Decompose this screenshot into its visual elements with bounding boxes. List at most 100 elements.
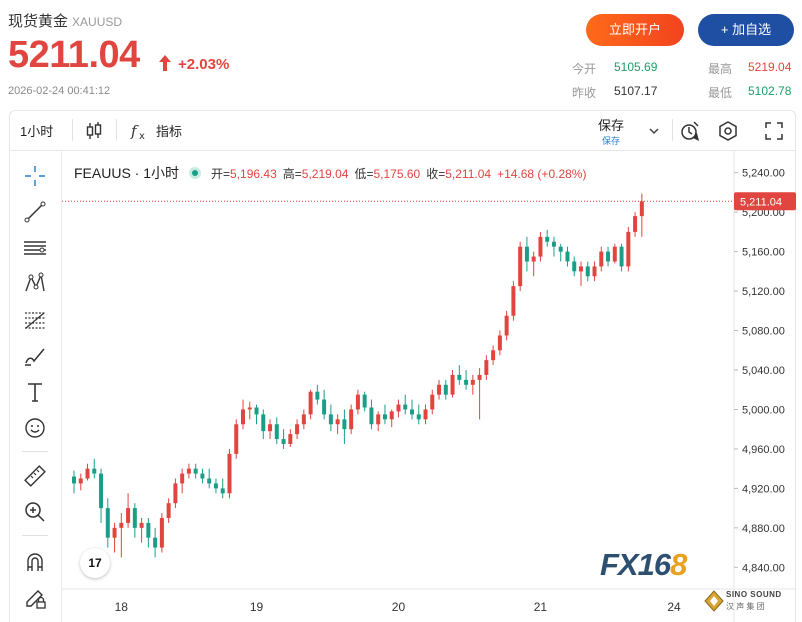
- zoom-in-icon[interactable]: [22, 499, 48, 525]
- fx168-main: FX16: [600, 547, 671, 582]
- candle-body: [268, 424, 273, 432]
- candlestick-icon[interactable]: [82, 119, 106, 143]
- candle-body: [599, 251, 604, 267]
- interval-selector[interactable]: 1小时: [20, 124, 54, 139]
- candle-body: [633, 216, 638, 232]
- candle-body: [261, 414, 266, 432]
- open-label: 今开: [572, 62, 597, 76]
- y-tick-label: 4,880.00: [742, 523, 785, 535]
- candle-body: [213, 483, 218, 489]
- y-tick-label: 5,040.00: [742, 365, 785, 377]
- current-price-label: 5,211.04: [740, 196, 782, 208]
- candle-body: [335, 419, 340, 425]
- candle-body: [626, 231, 631, 267]
- high-value: 5219.04: [748, 60, 792, 74]
- candle-body: [504, 315, 509, 336]
- low-val: 5,175.60: [373, 167, 421, 181]
- y-tick-label: 5,240.00: [742, 168, 785, 180]
- fullscreen-icon[interactable]: [762, 119, 786, 143]
- candle-body: [369, 407, 374, 425]
- ruler-icon[interactable]: [22, 463, 48, 489]
- quote-header: 现货黄金 XAUUSD 5211.04 +2.03% 2026-02-24 00:…: [0, 0, 802, 108]
- candle-body: [173, 483, 178, 504]
- lock-pencil-icon[interactable]: [22, 585, 48, 611]
- pattern-icon[interactable]: [22, 271, 48, 297]
- save-button[interactable]: 保存 保存: [598, 115, 624, 147]
- candle-body: [72, 476, 76, 484]
- candle-body: [497, 335, 502, 351]
- candle-body: [355, 394, 360, 410]
- x-tick-label: 19: [250, 600, 264, 614]
- x-tick-label: 18: [115, 600, 129, 614]
- chevron-down-icon[interactable]: [642, 119, 666, 143]
- instrument-name: 现货黄金: [8, 13, 69, 30]
- candle-body: [227, 453, 232, 494]
- instrument-symbol: XAUUSD: [72, 15, 123, 29]
- price-chart[interactable]: 4,840.00 4,880.00 4,920.00 4,960.00 5,000.00…: [62, 151, 796, 622]
- add-watchlist-button[interactable]: + 加自选: [698, 14, 794, 46]
- candle-body: [551, 241, 556, 247]
- open-key: 开=: [211, 167, 231, 181]
- prev-close-label: 昨收: [572, 86, 597, 100]
- candle-body: [349, 409, 354, 430]
- candle-body: [207, 478, 212, 484]
- candle-body: [301, 414, 306, 425]
- candle-body: [382, 414, 387, 420]
- sino-sound-watermark: SINO SOUND 汉 声 集 团: [702, 587, 794, 617]
- low-value: 5102.78: [748, 84, 792, 98]
- toolbar-divider: [672, 119, 673, 141]
- price-change: +2.03%: [158, 54, 229, 73]
- open-account-button[interactable]: 立即开户: [586, 14, 684, 46]
- toolbar-divider: [22, 535, 48, 536]
- candle-body: [606, 251, 611, 262]
- candle-body: [565, 251, 570, 262]
- candle-body: [477, 374, 482, 380]
- change-percent: +2.03%: [178, 56, 230, 73]
- candle-body: [85, 468, 90, 479]
- svg-text:x: x: [139, 131, 145, 142]
- candle-body: [592, 266, 597, 277]
- quote-timestamp: 2026-02-24 00:41:12: [8, 85, 111, 97]
- text-icon[interactable]: [22, 379, 48, 405]
- candle-body: [295, 424, 300, 435]
- high-val: 5,219.04: [301, 167, 349, 181]
- candle-body: [470, 379, 475, 385]
- trendline-icon[interactable]: [22, 199, 48, 225]
- candle-body: [639, 201, 644, 217]
- fib-icon[interactable]: [22, 307, 48, 333]
- candle-body: [105, 508, 110, 538]
- y-tick-label: 5,120.00: [742, 286, 785, 298]
- emoji-icon[interactable]: [22, 415, 48, 441]
- candle-body: [430, 394, 435, 410]
- low-label: 最低: [708, 86, 733, 100]
- chart-area[interactable]: 4,840.00 4,880.00 4,920.00 4,960.00 5,000.00…: [9, 150, 796, 622]
- crosshair-icon[interactable]: [22, 163, 48, 189]
- candle-body: [511, 286, 516, 316]
- horizontal-lines-icon[interactable]: [22, 235, 48, 261]
- sino-bottom-text: 汉 声 集 团: [726, 602, 765, 611]
- toolbar-divider: [22, 451, 48, 452]
- candle-body: [585, 266, 590, 277]
- candle-body: [166, 503, 171, 518]
- legend-change: +14.68 (+0.28%): [497, 167, 587, 181]
- candle-body: [484, 360, 489, 375]
- toolbar-divider: [72, 119, 73, 141]
- candle-body: [274, 424, 279, 440]
- magnet-icon[interactable]: [22, 549, 48, 575]
- candle-body: [464, 379, 469, 385]
- candle-body: [518, 246, 523, 287]
- candle-body: [220, 488, 225, 494]
- tradingview-logo[interactable]: 17: [80, 548, 110, 578]
- brush-icon[interactable]: [22, 343, 48, 369]
- series-name: FEAUUS · 1小时: [74, 165, 180, 181]
- high-label: 最高: [708, 62, 733, 76]
- candle-body: [234, 424, 239, 454]
- settings-hex-icon[interactable]: [716, 119, 740, 143]
- candle-body: [146, 522, 151, 538]
- candle-body: [376, 414, 381, 425]
- indicators-button[interactable]: 指标: [156, 124, 183, 139]
- y-tick-label: 5,000.00: [742, 404, 785, 416]
- alert-icon[interactable]: [678, 119, 702, 143]
- candle-body: [572, 261, 577, 272]
